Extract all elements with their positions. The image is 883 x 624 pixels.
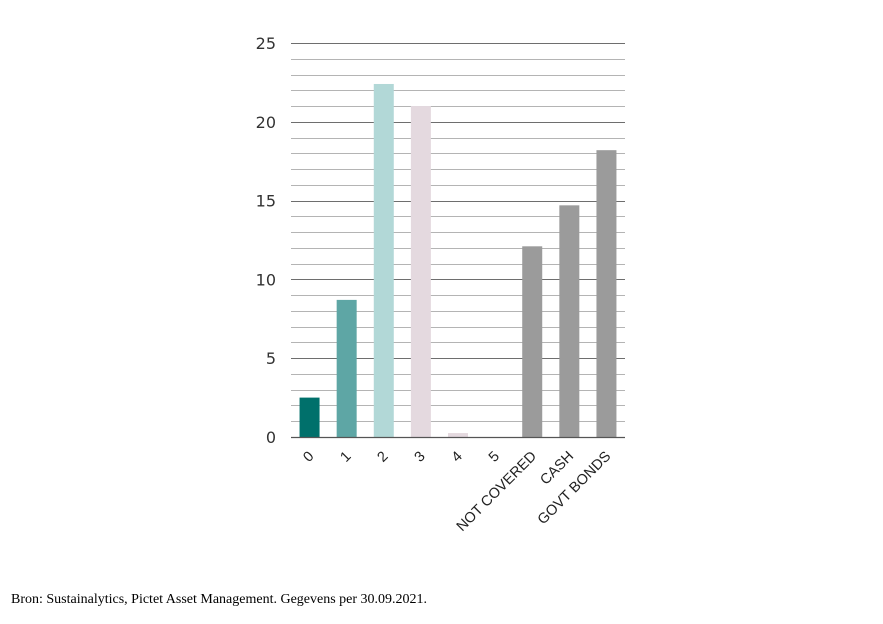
x-category-label: 4: [449, 449, 466, 466]
bar-cash: [559, 205, 580, 437]
y-tick-label: 5: [266, 349, 276, 368]
y-tick-label: 20: [256, 113, 276, 132]
bar-govt-bonds: [596, 150, 617, 437]
x-category-label: 1: [337, 449, 354, 466]
y-tick-label: 25: [256, 34, 276, 53]
x-category-label: 5: [486, 449, 503, 466]
bar-2: [373, 83, 394, 437]
bar-not-covered: [522, 246, 543, 437]
bar-3: [410, 106, 431, 437]
y-tick-label: 15: [256, 192, 276, 211]
y-tick-label: 0: [266, 428, 276, 447]
source-note: Bron: Sustainalytics, Pictet Asset Manag…: [11, 592, 428, 607]
x-category-label: 0: [300, 449, 317, 466]
bar-4: [448, 433, 468, 437]
bars: [299, 83, 617, 437]
y-axis-tick-labels: 0 5 10 15 20 25: [256, 34, 276, 447]
bar-0: [299, 397, 320, 437]
x-category-label: 2: [375, 449, 392, 466]
y-tick-label: 10: [256, 270, 276, 289]
x-category-label: 3: [412, 449, 429, 466]
bar-1: [336, 299, 357, 437]
